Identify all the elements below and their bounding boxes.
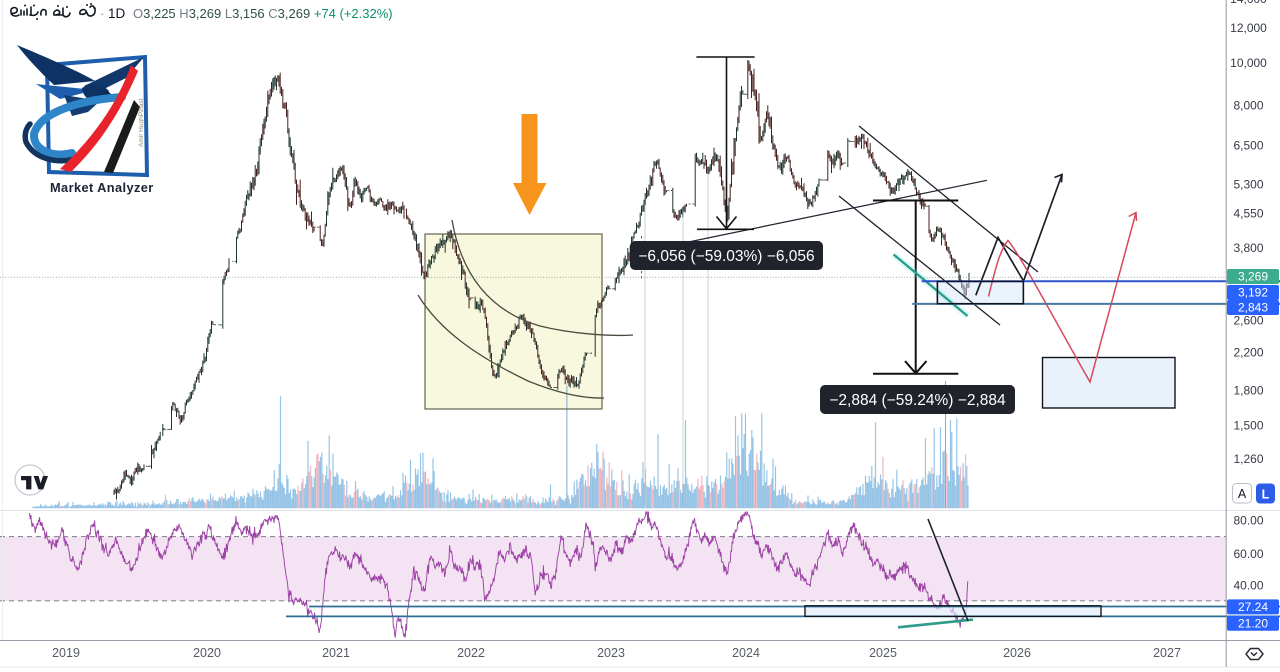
svg-text:2024: 2024 xyxy=(732,646,760,660)
svg-text:2025: 2025 xyxy=(869,646,897,660)
svg-text:2020: 2020 xyxy=(193,646,221,660)
svg-text:A: A xyxy=(1238,487,1247,501)
svg-text:4,550: 4,550 xyxy=(1233,207,1263,221)
svg-text:6,500: 6,500 xyxy=(1233,138,1263,152)
svg-text:1D: 1D xyxy=(108,6,126,21)
svg-text:1,500: 1,500 xyxy=(1233,419,1263,433)
svg-text:10,000: 10,000 xyxy=(1230,56,1267,70)
svg-text:Amir HughPzlast: Amir HughPzlast xyxy=(138,98,145,147)
svg-text:21.20: 21.20 xyxy=(1238,617,1268,631)
svg-text:80.00: 80.00 xyxy=(1233,514,1263,528)
svg-text:40.00: 40.00 xyxy=(1233,579,1263,593)
svg-text:2021: 2021 xyxy=(322,646,350,660)
svg-text:−6,056 (−59.03%) −6,056: −6,056 (−59.03%) −6,056 xyxy=(638,248,814,265)
svg-text:Market Analyzer: Market Analyzer xyxy=(50,180,154,195)
svg-text:3,192: 3,192 xyxy=(1238,286,1268,300)
svg-text:·: · xyxy=(100,6,104,21)
svg-text:3,269: 3,269 xyxy=(1238,270,1268,284)
svg-text:2026: 2026 xyxy=(1003,646,1031,660)
svg-text:2023: 2023 xyxy=(597,646,625,660)
svg-text:14,000: 14,000 xyxy=(1230,0,1267,6)
svg-text:2,600: 2,600 xyxy=(1233,314,1263,328)
svg-text:O3,225 H3,269 L3,156 C3,269 +7: O3,225 H3,269 L3,156 C3,269 +74 (+2.32%) xyxy=(133,6,393,21)
svg-text:2,843: 2,843 xyxy=(1238,301,1268,315)
svg-text:2,200: 2,200 xyxy=(1233,345,1263,359)
svg-text:1,260: 1,260 xyxy=(1233,452,1263,466)
svg-text:−2,884 (−59.24%) −2,884: −2,884 (−59.24%) −2,884 xyxy=(829,392,1006,409)
svg-text:2019: 2019 xyxy=(52,646,80,660)
svg-text:L: L xyxy=(1262,487,1270,501)
svg-text:12,000: 12,000 xyxy=(1230,21,1267,35)
svg-text:27.24: 27.24 xyxy=(1238,600,1268,614)
svg-text:8,000: 8,000 xyxy=(1233,99,1263,113)
svg-text:2027: 2027 xyxy=(1153,646,1181,660)
svg-text:60.00: 60.00 xyxy=(1233,547,1263,561)
svg-text:2022: 2022 xyxy=(457,646,485,660)
svg-text:3,800: 3,800 xyxy=(1233,241,1263,255)
svg-text:5,300: 5,300 xyxy=(1233,177,1263,191)
svg-text:1,800: 1,800 xyxy=(1233,384,1263,398)
